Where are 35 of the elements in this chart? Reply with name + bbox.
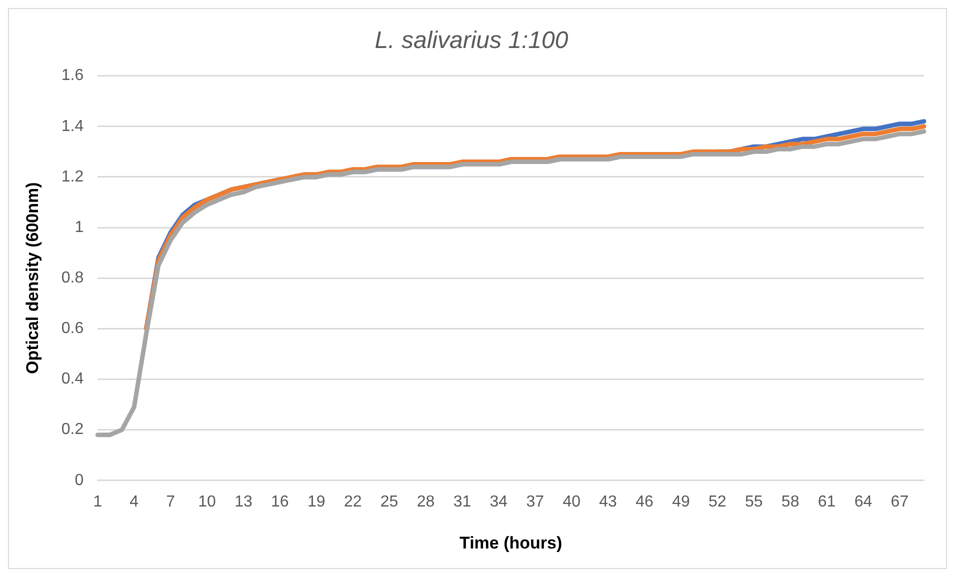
chart-title: L. salivarius 1:100: [374, 27, 569, 54]
x-tick-label: 1: [93, 493, 102, 510]
y-tick-label: 0.6: [61, 320, 84, 338]
x-tick-label: 64: [854, 493, 872, 510]
y-tick-label: 1.4: [61, 118, 84, 135]
x-tick-label: 67: [890, 493, 909, 510]
x-tick-label: 22: [344, 493, 362, 510]
x-axis-title: Time (hours): [460, 533, 562, 552]
x-tick-label: 4: [130, 493, 139, 510]
x-tick-label: 37: [526, 493, 544, 510]
x-tick-label: 16: [271, 493, 289, 510]
x-tick-label: 40: [562, 493, 581, 510]
x-tick-label: 10: [198, 493, 216, 510]
x-tick-label: 58: [781, 493, 800, 510]
x-tick-label: 46: [636, 493, 654, 510]
y-tick-label: 0.4: [61, 370, 84, 388]
x-tick-label: 52: [708, 493, 726, 510]
x-tick-label: 25: [380, 493, 398, 510]
y-tick-label: 0.8: [61, 270, 84, 287]
y-tick-label: 1.2: [61, 168, 84, 186]
x-tick-label: 7: [166, 493, 176, 510]
y-tick-label: 0: [74, 472, 84, 489]
y-tick-label: 0.2: [61, 421, 84, 438]
x-tick-label: 43: [599, 493, 618, 510]
x-tick-label: 61: [818, 493, 836, 510]
x-tick-label: 19: [307, 493, 326, 510]
x-tick-label: 49: [672, 493, 690, 510]
y-axis-title: Optical density (600nm): [22, 182, 42, 374]
y-tick-label: 1: [74, 218, 84, 236]
x-tick-label: 55: [744, 493, 763, 510]
y-tick-label: 1.6: [61, 67, 84, 84]
x-tick-label: 34: [490, 493, 508, 510]
x-tick-label: 28: [416, 493, 435, 510]
x-tick-label: 31: [453, 493, 472, 510]
x-tick-label: 13: [234, 493, 252, 510]
